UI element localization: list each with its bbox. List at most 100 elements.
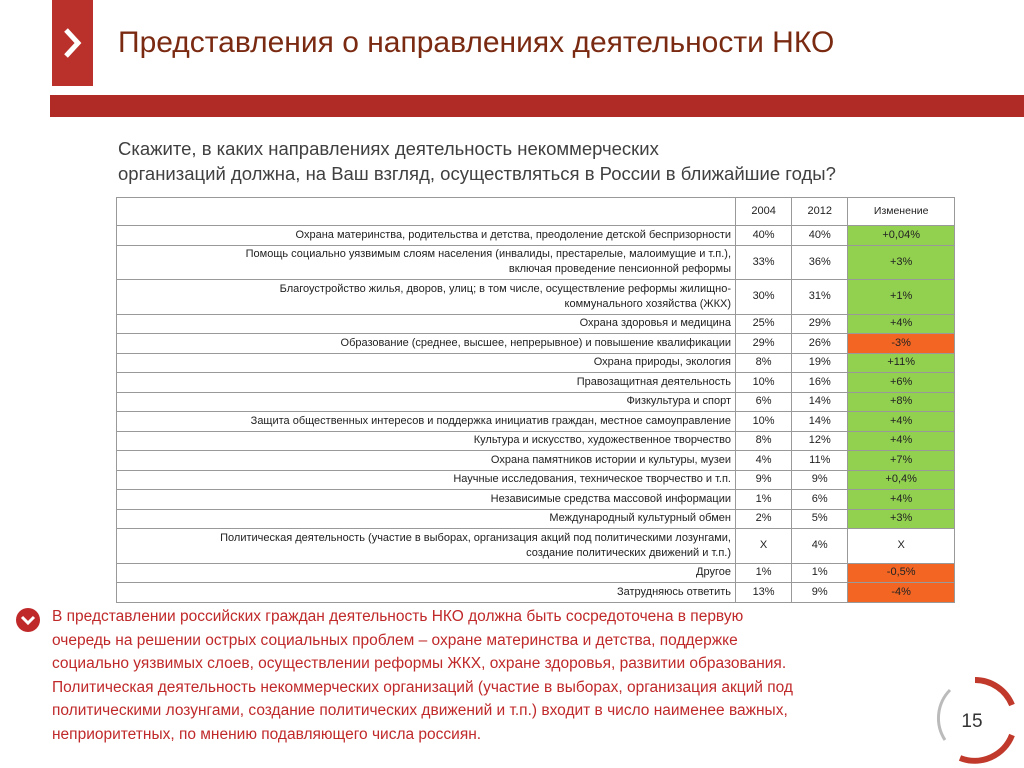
cell: 30% bbox=[734, 279, 793, 315]
row-label: Научные исследования, техническое творче… bbox=[116, 469, 736, 490]
header-cell bbox=[116, 197, 736, 226]
change-cell: +6% bbox=[847, 372, 955, 393]
cell: 14% bbox=[791, 411, 849, 432]
cell: 9% bbox=[734, 469, 793, 490]
change-cell: -0,5% bbox=[847, 562, 955, 583]
conclusion-line: В представлении российских граждан деяте… bbox=[52, 608, 744, 625]
row: Политическая деятельность (участие в выб… bbox=[116, 528, 955, 564]
conclusion-line: неприоритетных, по мнению подавляющего ч… bbox=[52, 725, 482, 743]
cell: 6% bbox=[791, 489, 849, 510]
label-line: Затрудняюсь ответить bbox=[616, 585, 731, 598]
change-cell: +8% bbox=[847, 391, 955, 412]
question-line: Скажите, в каких направлениях деятельнос… bbox=[118, 138, 659, 159]
bullet-icon bbox=[16, 608, 40, 632]
row-label: Защита общественных интересов и поддержк… bbox=[116, 411, 736, 432]
change-cell: +11% bbox=[847, 352, 955, 373]
label-line: коммунального хозяйства (ЖКХ) bbox=[564, 297, 731, 310]
row-label: Охрана природы, экология bbox=[116, 352, 736, 373]
row: Помощь социально уязвимым слоям населени… bbox=[116, 244, 955, 280]
cell: 40% bbox=[791, 225, 849, 246]
change-cell: +1% bbox=[847, 279, 955, 315]
row-label: Политическая деятельность (участие в выб… bbox=[116, 528, 736, 564]
change-cell: +4% bbox=[847, 411, 955, 432]
label-line: Физкультура и спорт bbox=[626, 395, 731, 408]
cell: 6% bbox=[734, 391, 793, 412]
label-line: Благоустройство жилья, дворов, улиц; в т… bbox=[279, 282, 731, 295]
cell: 31% bbox=[791, 279, 849, 315]
row: Образование (среднее, высшее, непрерывно… bbox=[116, 333, 955, 354]
row-label: Культура и искусство, художественное тво… bbox=[116, 430, 736, 451]
cell: 29% bbox=[791, 313, 849, 334]
cell: 29% bbox=[734, 333, 793, 354]
cell: 40% bbox=[734, 225, 793, 246]
change-cell: -4% bbox=[847, 582, 955, 603]
change-cell: +0,4% bbox=[847, 469, 955, 490]
row: Научные исследования, техническое творче… bbox=[116, 469, 955, 490]
row: Охрана памятников истории и культуры, му… bbox=[116, 450, 955, 471]
cell: 10% bbox=[734, 372, 793, 393]
bullet-chevron bbox=[20, 615, 36, 626]
cell: 8% bbox=[734, 352, 793, 373]
label-line: включая проведение пенсионной реформы bbox=[508, 263, 731, 276]
conclusion-line: очередь на решении острых социальных про… bbox=[52, 631, 738, 649]
label-line: Охрана материнства, родительства и детст… bbox=[295, 228, 731, 241]
cell: 1% bbox=[791, 562, 849, 583]
question-line: организаций должна, на Ваш взгляд, осуще… bbox=[118, 163, 836, 184]
label-line: Международный культурный обмен bbox=[549, 512, 731, 525]
label-line: Охрана природы, экология bbox=[593, 356, 731, 369]
label-line: Другое bbox=[696, 566, 731, 579]
cell: 11% bbox=[791, 450, 849, 471]
row-label: Другое bbox=[116, 562, 736, 583]
header-cell: Изменение bbox=[847, 197, 955, 226]
arc bbox=[974, 677, 1015, 707]
row-label: Физкультура и спорт bbox=[116, 391, 736, 412]
row: Благоустройство жилья, дворов, улиц; в т… bbox=[116, 279, 955, 315]
cell: 4% bbox=[791, 528, 849, 564]
cell: 8% bbox=[734, 430, 793, 451]
row-label: Охрана материнства, родительства и детст… bbox=[116, 225, 736, 246]
cell: 10% bbox=[734, 411, 793, 432]
label-line: Независимые средства массовой информации bbox=[490, 492, 731, 505]
cell: 33% bbox=[734, 244, 793, 280]
label-line: Политическая деятельность (участие в выб… bbox=[220, 531, 731, 544]
row: Затрудняюсь ответить 13% 9% -4% bbox=[116, 582, 955, 603]
header-row: 2004 2012 Изменение bbox=[116, 197, 955, 226]
cell: Х bbox=[734, 528, 793, 564]
row: Охрана здоровья и медицина 25% 29% +4% bbox=[116, 313, 955, 334]
cell: 2% bbox=[734, 508, 793, 529]
cell: 14% bbox=[791, 391, 849, 412]
row: Международный культурный обмен 2% 5% +3% bbox=[116, 508, 955, 529]
conclusion-line: социально уязвимых слоев, осуществлении … bbox=[52, 655, 787, 672]
label-line: Научные исследования, техническое творче… bbox=[453, 473, 731, 486]
row: Охрана природы, экология 8% 19% +11% bbox=[116, 352, 955, 373]
row-label: Охрана памятников истории и культуры, му… bbox=[116, 450, 736, 471]
arc bbox=[936, 688, 952, 741]
row-label: Независимые средства массовой информации bbox=[116, 489, 736, 510]
change-cell: +4% bbox=[847, 313, 955, 334]
conclusion-line: Политическая деятельность некоммерческих… bbox=[52, 678, 793, 696]
row: Защита общественных интересов и поддержк… bbox=[116, 411, 955, 432]
row: Правозащитная деятельность 10% 16% +6% bbox=[116, 372, 955, 393]
label-line: Помощь социально уязвимым слоям населени… bbox=[245, 248, 731, 261]
change-cell: +4% bbox=[847, 430, 955, 451]
row-label: Охрана здоровья и медицина bbox=[116, 313, 736, 334]
row: Другое 1% 1% -0,5% bbox=[116, 562, 955, 583]
row-label: Благоустройство жилья, дворов, улиц; в т… bbox=[116, 279, 736, 315]
row-label: Затрудняюсь ответить bbox=[116, 582, 736, 603]
question: Скажите, в каких направлениях деятельнос… bbox=[118, 136, 836, 186]
cell: 16% bbox=[791, 372, 849, 393]
change-cell: +0,04% bbox=[847, 225, 955, 246]
page-number: 15 bbox=[961, 711, 982, 732]
cell: 9% bbox=[791, 469, 849, 490]
change-cell: +4% bbox=[847, 489, 955, 510]
cell: 9% bbox=[791, 582, 849, 603]
label-line: Защита общественных интересов и поддержк… bbox=[250, 414, 731, 427]
row: Охрана материнства, родительства и детст… bbox=[116, 225, 955, 246]
change-cell: +7% bbox=[847, 450, 955, 471]
label-line: Правозащитная деятельность bbox=[576, 375, 731, 388]
row-label: Международный культурный обмен bbox=[116, 508, 736, 529]
label-line: Образование (среднее, высшее, непрерывно… bbox=[340, 336, 731, 349]
row-label: Правозащитная деятельность bbox=[116, 372, 736, 393]
header-cell: 2004 bbox=[734, 197, 793, 226]
